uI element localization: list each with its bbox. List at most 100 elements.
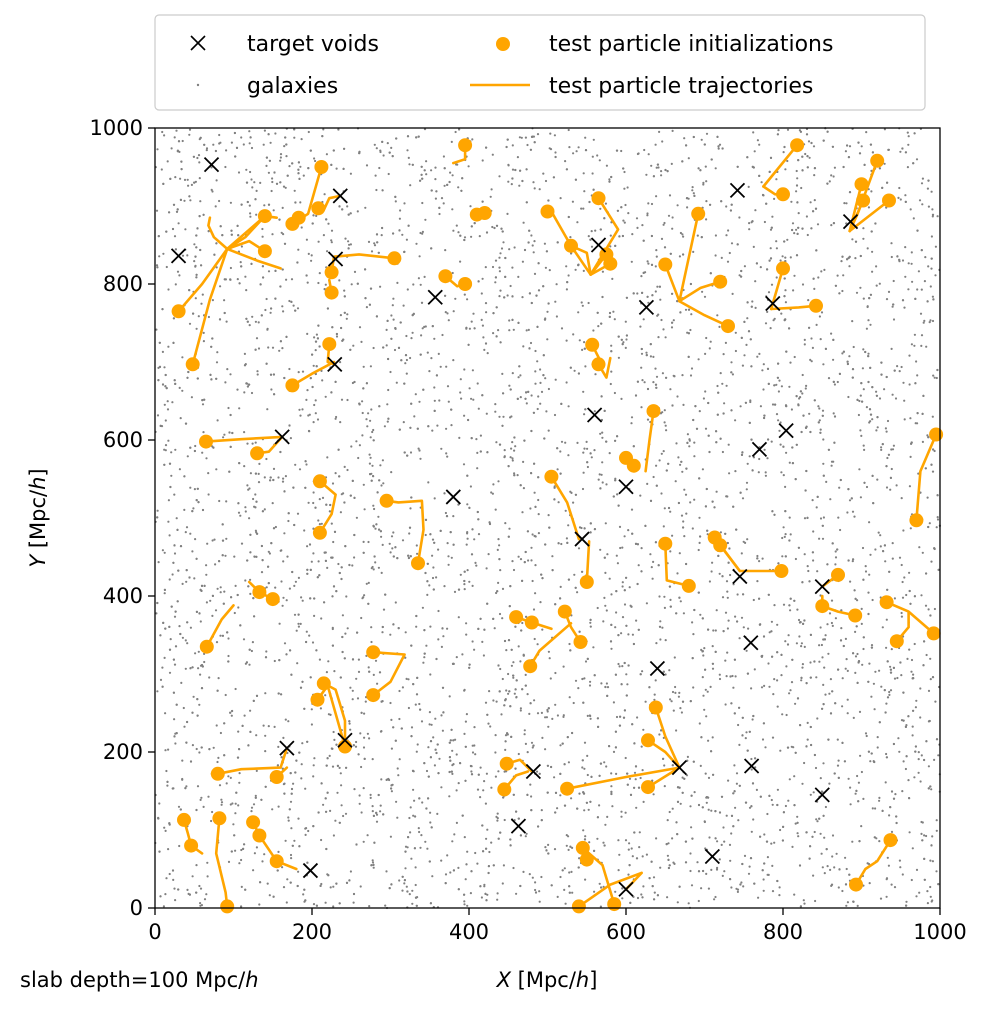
galaxy-point bbox=[562, 715, 565, 719]
galaxy-point bbox=[660, 170, 663, 173]
galaxy-point bbox=[722, 826, 725, 829]
galaxy-point bbox=[526, 143, 529, 147]
galaxy-point bbox=[440, 786, 443, 789]
galaxy-point bbox=[620, 149, 623, 153]
galaxy-point bbox=[655, 166, 658, 169]
galaxy-point bbox=[156, 148, 159, 151]
galaxy-point bbox=[801, 663, 805, 666]
galaxy-point bbox=[553, 848, 557, 851]
galaxy-point bbox=[606, 553, 609, 556]
galaxy-point bbox=[854, 671, 857, 675]
galaxy-point bbox=[893, 597, 897, 600]
galaxy-point bbox=[560, 402, 563, 405]
galaxy-point bbox=[240, 245, 243, 248]
galaxy-point bbox=[305, 398, 308, 401]
galaxy-point bbox=[738, 637, 741, 640]
galaxy-point bbox=[905, 900, 908, 903]
galaxy-point bbox=[448, 770, 451, 774]
galaxy-point bbox=[365, 164, 369, 167]
galaxy-point bbox=[630, 847, 633, 850]
galaxy-point bbox=[843, 202, 846, 205]
galaxy-point bbox=[841, 289, 844, 293]
galaxy-point bbox=[357, 753, 360, 756]
galaxy-point bbox=[524, 742, 528, 746]
galaxy-point bbox=[509, 585, 512, 588]
galaxy-point bbox=[363, 594, 366, 597]
galaxy-point bbox=[643, 381, 646, 384]
galaxy-point bbox=[584, 878, 587, 881]
galaxy-point bbox=[711, 500, 714, 503]
galaxy-point bbox=[859, 394, 862, 397]
galaxy-point bbox=[540, 390, 544, 393]
galaxy-point bbox=[682, 403, 685, 406]
galaxy-point bbox=[246, 442, 249, 445]
galaxy-point bbox=[693, 455, 696, 458]
galaxy-point bbox=[795, 642, 799, 645]
galaxy-point bbox=[317, 519, 320, 522]
galaxy-point bbox=[828, 180, 831, 183]
galaxy-point bbox=[379, 285, 382, 288]
galaxy-point bbox=[766, 367, 770, 370]
galaxy-point bbox=[466, 569, 469, 572]
galaxy-point bbox=[652, 793, 655, 796]
galaxy-point bbox=[382, 154, 385, 157]
galaxy-point bbox=[346, 398, 349, 402]
galaxy-point bbox=[725, 384, 728, 387]
galaxy-point bbox=[784, 301, 788, 304]
galaxy-point bbox=[387, 777, 390, 781]
galaxy-point bbox=[312, 421, 315, 424]
galaxy-point bbox=[282, 477, 285, 480]
galaxy-point bbox=[651, 577, 654, 580]
galaxy-point bbox=[752, 714, 755, 718]
galaxy-point bbox=[789, 689, 792, 692]
galaxy-point bbox=[871, 151, 875, 154]
galaxy-point bbox=[521, 260, 525, 263]
galaxy-point bbox=[313, 336, 316, 339]
galaxy-point bbox=[193, 260, 196, 263]
galaxy-point bbox=[533, 637, 536, 641]
galaxy-point bbox=[646, 482, 649, 485]
galaxy-point bbox=[522, 870, 525, 874]
galaxy-point bbox=[405, 238, 408, 241]
galaxy-point bbox=[844, 150, 848, 153]
galaxy-point bbox=[557, 542, 560, 545]
galaxy-point bbox=[821, 409, 825, 412]
galaxy-point bbox=[451, 749, 454, 752]
galaxy-point bbox=[214, 609, 218, 612]
galaxy-point bbox=[931, 295, 935, 298]
galaxy-point bbox=[213, 538, 216, 541]
galaxy-point bbox=[808, 412, 811, 415]
galaxy-point bbox=[184, 531, 187, 534]
galaxy-point bbox=[762, 635, 766, 638]
galaxy-point bbox=[382, 482, 385, 485]
galaxy-point bbox=[887, 864, 891, 867]
galaxy-point bbox=[313, 614, 316, 618]
galaxy-point bbox=[610, 785, 613, 788]
galaxy-point bbox=[498, 544, 501, 547]
galaxy-point bbox=[537, 395, 540, 398]
galaxy-point bbox=[164, 627, 167, 630]
galaxy-point bbox=[573, 369, 576, 372]
galaxy-point bbox=[374, 659, 378, 662]
galaxy-point bbox=[707, 776, 711, 780]
galaxy-point bbox=[793, 775, 796, 778]
galaxy-point bbox=[413, 799, 416, 802]
galaxy-point bbox=[899, 198, 902, 201]
galaxy-point bbox=[667, 506, 671, 510]
galaxy-point bbox=[565, 288, 569, 291]
galaxy-point bbox=[804, 387, 807, 390]
galaxy-point bbox=[330, 241, 333, 244]
galaxy-point bbox=[631, 855, 634, 858]
galaxy-point bbox=[930, 235, 934, 238]
galaxy-point bbox=[868, 521, 871, 524]
galaxy-point bbox=[702, 397, 706, 400]
galaxy-point bbox=[620, 815, 623, 818]
galaxy-point bbox=[801, 666, 804, 669]
galaxy-point bbox=[373, 143, 376, 146]
galaxy-point bbox=[286, 878, 289, 881]
galaxy-point bbox=[531, 876, 534, 879]
galaxy-point bbox=[219, 634, 222, 637]
galaxy-point bbox=[256, 373, 259, 376]
galaxy-point bbox=[721, 874, 724, 878]
galaxy-point bbox=[262, 724, 265, 727]
